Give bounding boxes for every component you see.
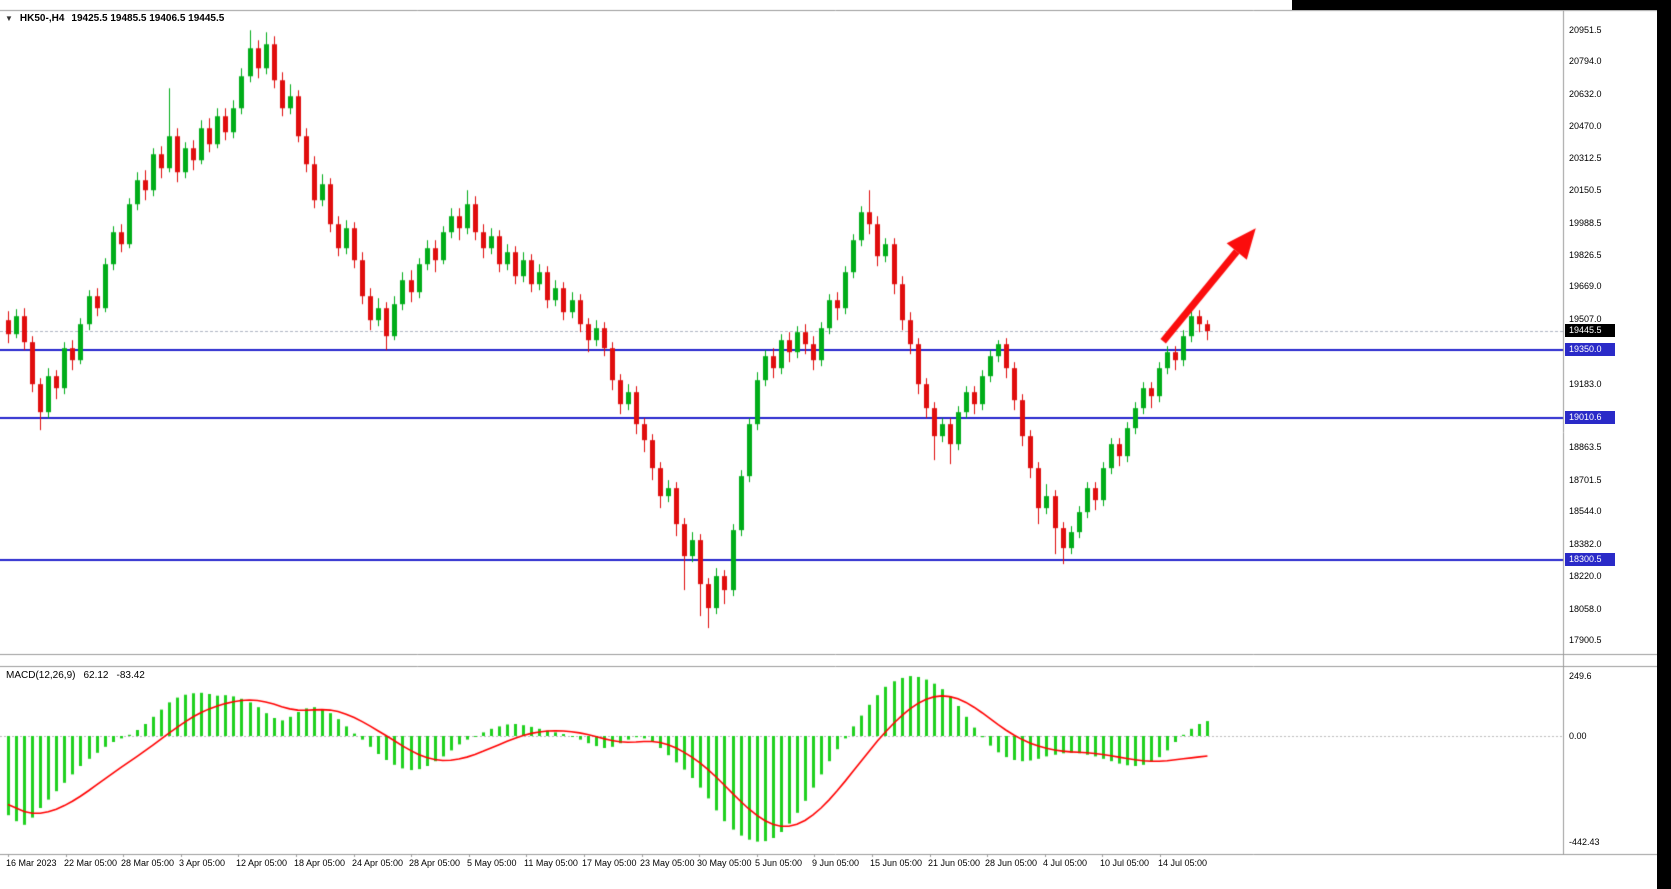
macd-indicator-label: MACD(12,26,9) 62.12 -83.42 [6,670,145,681]
macd-name-label: MACD(12,26,9) [6,670,76,681]
window-menu-icon[interactable]: ▼ [5,14,13,23]
symbol-timeframe-label: HK50-,H4 [19,13,65,24]
macd-signal-value: -83.42 [116,670,145,681]
macd-main-value: 62.12 [83,670,109,681]
symbol-header: ▼ HK50-,H4 19425.5 19485.5 19406.5 19445… [5,13,224,24]
workspace-right-strip [1657,0,1671,889]
ohlc-values-label: 19425.5 19485.5 19406.5 19445.5 [71,13,225,24]
workspace-top-strip [1292,0,1671,10]
